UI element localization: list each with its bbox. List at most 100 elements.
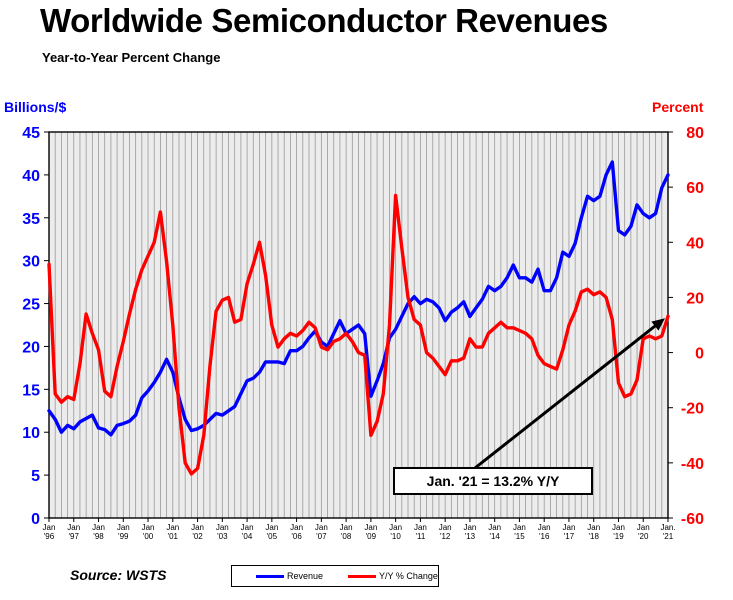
x-axis-tick-year: '15 [514, 532, 525, 541]
x-axis-tick-year: '18 [589, 532, 600, 541]
left-axis-tick-label: 35 [22, 211, 40, 228]
x-axis-tick-year: '21 [663, 532, 674, 541]
x-axis-tick-label: Jan '17 [563, 523, 576, 541]
x-axis-tick-year: '99 [118, 532, 129, 541]
right-axis-tick-label: 80 [686, 125, 704, 142]
right-axis-unit-label: Percent [652, 99, 704, 115]
x-axis-tick-label: Jan '10 [389, 523, 402, 541]
x-axis-tick-month: Jan [612, 523, 625, 532]
x-axis-tick-month: Jan [43, 523, 56, 532]
x-axis-tick-month: Jan [315, 523, 328, 532]
right-axis-tick-label: 60 [686, 180, 704, 197]
x-axis-tick-month: Jan [265, 523, 278, 532]
left-axis-tick-label: 25 [22, 297, 40, 314]
x-axis-tick-month: Jan [117, 523, 130, 532]
x-axis-tick-month: Jan [241, 523, 254, 532]
x-axis-tick-year: '13 [465, 532, 476, 541]
x-axis-tick-month: Jan [637, 523, 650, 532]
x-axis-tick-year: '14 [489, 532, 500, 541]
plot-border [48, 131, 669, 519]
x-axis-tick-label: Jan '18 [587, 523, 600, 541]
chart-legend: Revenue Y/Y % Change [231, 565, 439, 587]
x-axis-tick-label: Jan '05 [265, 523, 278, 541]
right-axis-tick-label: 40 [686, 235, 704, 252]
x-axis-tick-label: Jan '96 [43, 523, 56, 541]
x-axis-tick-month: Jan [414, 523, 427, 532]
left-axis-tick-label: 30 [22, 254, 40, 271]
x-axis-tick-label: Jan '07 [315, 523, 328, 541]
x-axis-tick-month: Jan [513, 523, 526, 532]
left-axis-tick-label: 20 [22, 339, 40, 356]
x-axis-tick-month: Jan [538, 523, 551, 532]
x-axis-tick-year: '17 [564, 532, 575, 541]
x-axis-tick-label: Jan. '21 [660, 523, 675, 541]
x-axis-tick-label: Jan '00 [142, 523, 155, 541]
x-axis-tick-year: '09 [366, 532, 377, 541]
right-axis-tick-label: 20 [686, 290, 704, 307]
left-axis-tick-label: 10 [22, 425, 40, 442]
x-axis-tick-month: Jan [216, 523, 229, 532]
x-axis-tick-label: Jan '01 [166, 523, 179, 541]
x-axis-tick-label: Jan '08 [340, 523, 353, 541]
x-axis-tick-month: Jan [439, 523, 452, 532]
legend-swatch-change [348, 574, 376, 578]
x-axis-tick-year: '20 [638, 532, 649, 541]
x-axis-tick-month: Jan [488, 523, 501, 532]
x-axis-tick-year: '19 [613, 532, 624, 541]
x-axis-tick-label: Jan '97 [67, 523, 80, 541]
right-axis-tick-label: -20 [681, 401, 704, 418]
x-axis-tick-month: Jan [92, 523, 105, 532]
x-axis-tick-month: Jan [587, 523, 600, 532]
right-axis-tick-label: -60 [681, 511, 704, 528]
x-axis-tick-month: Jan [389, 523, 402, 532]
x-axis-tick-label: Jan '20 [637, 523, 650, 541]
x-axis-tick-year: '08 [341, 532, 352, 541]
x-axis-tick-label: Jan '98 [92, 523, 105, 541]
x-axis-tick-year: '07 [316, 532, 327, 541]
x-axis-tick-year: '03 [217, 532, 228, 541]
left-axis-tick-label: 40 [22, 168, 40, 185]
x-axis-tick-year: '96 [44, 532, 55, 541]
legend-label-change: Y/Y % Change [379, 571, 438, 581]
annotation-arrow-head [651, 318, 665, 331]
x-axis-tick-year: '06 [291, 532, 302, 541]
x-axis-tick-label: Jan '02 [191, 523, 204, 541]
chart-subtitle: Year-to-Year Percent Change [42, 50, 221, 65]
x-axis-tick-month: Jan. [660, 523, 675, 532]
right-axis-tick-label: 0 [695, 346, 704, 363]
x-axis-tick-label: Jan '03 [216, 523, 229, 541]
left-axis-tick-label: 45 [22, 125, 40, 142]
x-axis-tick-label: Jan '13 [463, 523, 476, 541]
x-axis-tick-month: Jan [142, 523, 155, 532]
x-axis-tick-label: Jan '04 [241, 523, 254, 541]
left-axis-tick-label: 5 [31, 468, 40, 485]
x-axis-tick-year: '16 [539, 532, 550, 541]
x-axis-tick-year: '01 [168, 532, 179, 541]
x-axis-tick-month: Jan [364, 523, 377, 532]
x-axis-tick-year: '04 [242, 532, 253, 541]
left-axis-unit-label: Billions/$ [4, 99, 67, 115]
chart-title: Worldwide Semiconductor Revenues [40, 2, 608, 39]
x-axis-tick-year: '05 [267, 532, 278, 541]
annotation-box: Jan. '21 = 13.2% Y/Y [393, 467, 593, 495]
x-axis-tick-year: '10 [390, 532, 401, 541]
x-axis-tick-month: Jan [191, 523, 204, 532]
x-axis-tick-label: Jan '15 [513, 523, 526, 541]
x-axis-tick-month: Jan [563, 523, 576, 532]
left-axis-tick-label: 15 [22, 382, 40, 399]
x-axis-tick-month: Jan [340, 523, 353, 532]
x-axis-tick-year: '02 [192, 532, 203, 541]
x-axis-tick-month: Jan [166, 523, 179, 532]
x-axis-tick-year: '98 [93, 532, 104, 541]
x-axis-tick-label: Jan '09 [364, 523, 377, 541]
x-axis-tick-label: Jan '16 [538, 523, 551, 541]
legend-item-change: Y/Y % Change [348, 571, 438, 581]
legend-label-revenue: Revenue [287, 571, 324, 581]
x-axis-tick-month: Jan [463, 523, 476, 532]
revenue-series-line [47, 160, 670, 437]
right-axis-tick-label: -40 [681, 456, 704, 473]
x-axis-tick-label: Jan '19 [612, 523, 625, 541]
x-axis-tick-year: '97 [69, 532, 80, 541]
legend-item-revenue: Revenue [256, 571, 323, 581]
